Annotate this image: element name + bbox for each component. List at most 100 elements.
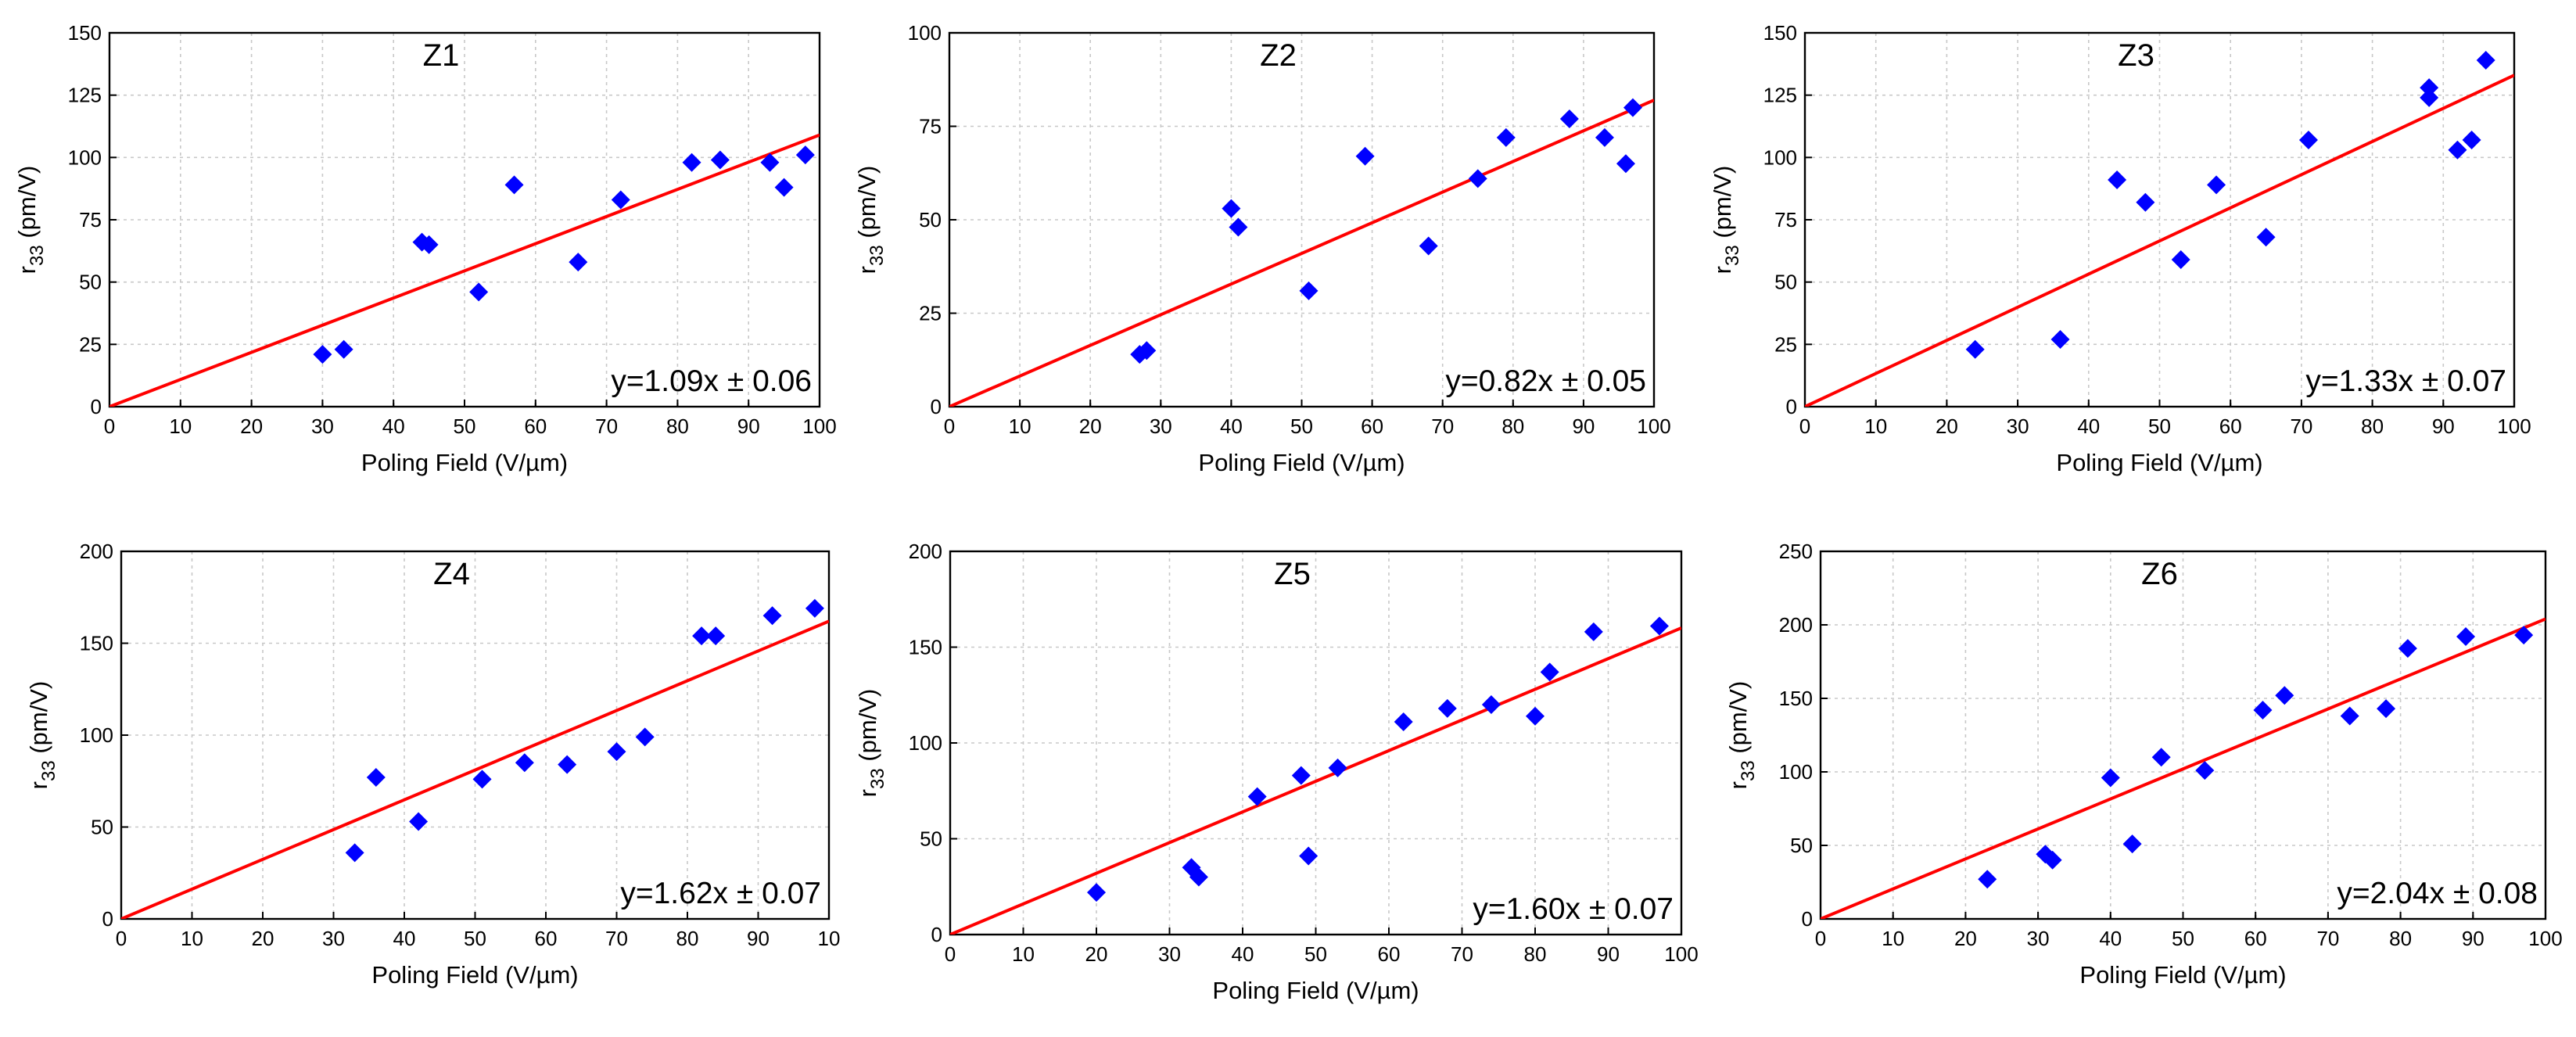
y-tick-label: 100 [909, 731, 942, 755]
data-point [607, 742, 626, 762]
data-point [2253, 701, 2273, 720]
data-point [469, 282, 489, 302]
data-point [692, 626, 712, 646]
y-tick-label: 100 [1763, 145, 1797, 169]
x-tick-label: 30 [322, 927, 345, 950]
fit-line [121, 619, 829, 919]
data-point [569, 253, 588, 272]
data-point [2195, 761, 2215, 780]
y-tick-label: 75 [919, 115, 942, 138]
fit-equation: y=1.33x ± 0.07 [2305, 364, 2506, 398]
data-point [2122, 834, 2142, 854]
y-axis-label: r33 (pm/V) [25, 681, 59, 790]
data-point [409, 812, 429, 831]
x-tick-label: 100 [2497, 414, 2531, 438]
chart-panel-z5: 0 10 20 30 40 50 60 70 80 90 100 0 50 100 150 200 Poling… [854, 540, 1699, 1004]
y-tick-label: 150 [68, 21, 102, 45]
panel-title: Z6 [2141, 557, 2178, 591]
y-tick-label: 150 [1763, 21, 1797, 45]
data-point [2136, 192, 2155, 212]
y-tick-label: 25 [79, 332, 102, 356]
x-tick-label: 0 [944, 414, 955, 438]
data-point [1137, 341, 1157, 361]
x-tick-label: 50 [2148, 414, 2171, 438]
x-tick-label: 50 [464, 927, 486, 950]
data-point [1355, 146, 1375, 166]
data-point [1540, 662, 1559, 682]
data-point [2476, 51, 2495, 70]
fit-equation: y=1.60x ± 0.07 [1473, 892, 1674, 926]
x-tick-label: 100 [2528, 927, 2562, 950]
x-tick-label: 60 [2219, 414, 2242, 438]
y-tick-label: 0 [102, 907, 113, 931]
x-tick-label: 10 [1009, 414, 1031, 438]
data-point [1291, 766, 1311, 785]
x-tick-label: 20 [1079, 414, 1102, 438]
x-tick-label: 60 [2244, 927, 2267, 950]
data-point [2340, 706, 2359, 726]
data-point [515, 753, 534, 773]
data-point [1419, 236, 1438, 256]
x-tick-label: 10 [1012, 942, 1035, 966]
x-tick-label: 0 [1815, 927, 1826, 950]
fit-equation: y=0.82x ± 0.05 [1445, 364, 1646, 398]
data-point [472, 770, 492, 789]
data-point [2101, 768, 2120, 788]
y-tick-label: 50 [919, 208, 942, 231]
panel-title: Z1 [423, 38, 460, 73]
x-tick-label: 70 [2290, 414, 2312, 438]
x-tick-label: 20 [252, 927, 274, 950]
data-point [345, 843, 364, 863]
y-tick-label: 50 [91, 816, 113, 839]
data-point [1978, 870, 1997, 889]
x-tick-label: 20 [1936, 414, 1958, 438]
y-tick-label: 25 [1774, 332, 1797, 356]
x-axis-label: Poling Field (V/µm) [2056, 449, 2262, 476]
fit-equation: y=2.04x ± 0.08 [2337, 877, 2538, 910]
x-tick-label: 100 [1664, 942, 1698, 966]
x-tick-label: 10 [1864, 414, 1887, 438]
y-axis-label: r33 (pm/V) [13, 166, 48, 274]
x-tick-label: 0 [1799, 414, 1810, 438]
data-point [313, 345, 332, 364]
data-point [1328, 758, 1347, 777]
data-point [1394, 712, 1413, 732]
data-point [706, 626, 726, 646]
x-tick-label: 70 [595, 414, 618, 438]
y-tick-label: 0 [91, 395, 102, 418]
data-point [1222, 199, 1241, 218]
x-tick-label: 20 [1085, 942, 1108, 966]
x-axis-label: Poling Field (V/µm) [361, 449, 568, 476]
panel-title: Z5 [1274, 557, 1311, 591]
data-point [1559, 109, 1579, 128]
x-tick-label: 100 [802, 414, 836, 438]
x-tick-label: 50 [454, 414, 476, 438]
data-point [1595, 127, 1614, 147]
chart-panel-z2: 0 10 20 30 40 50 60 70 80 90 100 0 25 50 75 100 Poling F… [853, 21, 1671, 476]
x-tick-label: 90 [1572, 414, 1595, 438]
x-tick-label: 40 [2077, 414, 2100, 438]
data-point [1299, 281, 1318, 300]
data-point [1437, 698, 1457, 718]
x-axis-label: Poling Field (V/µm) [371, 961, 578, 989]
data-point [1496, 127, 1516, 147]
data-point [2420, 88, 2439, 107]
x-tick-label: 80 [666, 414, 689, 438]
x-tick-label: 20 [1954, 927, 1977, 950]
y-tick-label: 200 [1779, 613, 1813, 637]
y-tick-label: 25 [919, 302, 942, 325]
x-tick-label: 30 [2007, 414, 2029, 438]
data-point [2151, 748, 2171, 767]
data-point [1299, 846, 1318, 866]
x-tick-label: 60 [535, 927, 558, 950]
y-tick-label: 50 [79, 271, 102, 294]
data-point [2398, 639, 2417, 658]
y-tick-label: 250 [1779, 540, 1813, 563]
data-point [2275, 686, 2294, 705]
fit-equation: y=1.62x ± 0.07 [620, 877, 821, 910]
data-point [2448, 140, 2467, 160]
x-tick-label: 90 [2432, 414, 2455, 438]
x-tick-label: 40 [1232, 942, 1254, 966]
y-axis-label: r33 (pm/V) [854, 689, 888, 798]
